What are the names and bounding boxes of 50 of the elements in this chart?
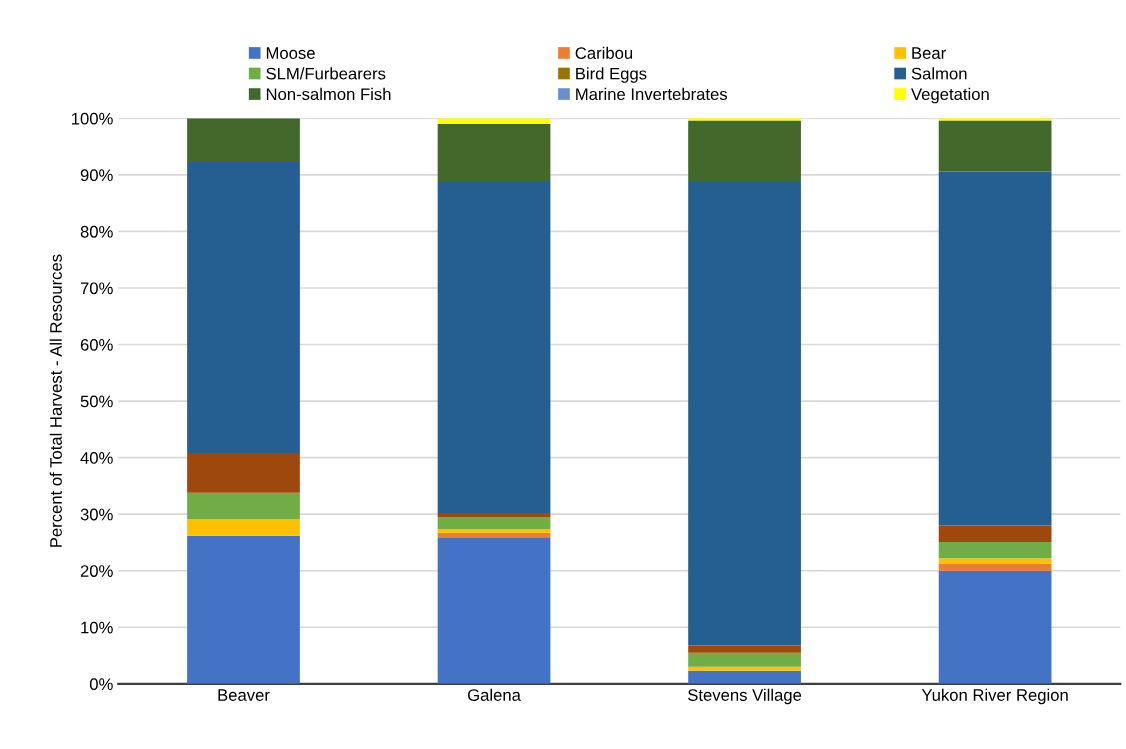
bar xyxy=(688,645,801,653)
bar xyxy=(187,161,300,454)
bar xyxy=(688,670,801,684)
bar xyxy=(187,492,300,520)
y-tick-label: 80% xyxy=(80,225,113,238)
bar xyxy=(938,525,1052,542)
legend-label: Non-salmon Fish xyxy=(266,87,391,101)
y-tick-label: 30% xyxy=(80,508,113,521)
bar xyxy=(938,558,1052,564)
legend-label: Vegetation xyxy=(911,87,989,104)
x-tick-label: Galena xyxy=(468,688,521,701)
legend-label: Moose xyxy=(266,47,315,59)
x-tick-label: Beaver xyxy=(218,689,270,701)
bar xyxy=(938,541,1052,559)
bar xyxy=(688,652,801,667)
bar xyxy=(187,118,300,162)
bar xyxy=(187,519,300,536)
bar xyxy=(688,120,801,182)
x-tick-label: Stevens Village xyxy=(688,688,802,705)
bar xyxy=(938,120,1052,172)
y-tick-label: 0% xyxy=(89,678,113,691)
legend-label: Bear xyxy=(912,47,946,59)
y-tick-label: 70% xyxy=(80,282,113,295)
legend-label: Caribou xyxy=(575,46,633,59)
legend-label: Salmon xyxy=(911,67,967,80)
y-tick-label: 50% xyxy=(80,395,113,408)
bar xyxy=(938,171,1052,526)
x-tick-label: Yukon River Region xyxy=(921,688,1068,705)
bar xyxy=(938,570,1052,684)
bar xyxy=(187,535,300,684)
bar xyxy=(437,517,551,529)
bar xyxy=(688,181,801,646)
y-tick-label: 20% xyxy=(80,565,113,577)
y-tick-label: 100% xyxy=(72,112,113,125)
y-axis-title: Percent of Total Harvest - All Resources xyxy=(49,254,62,547)
bar xyxy=(437,528,551,533)
legend-label: Marine Invertebrates xyxy=(576,87,728,101)
bar xyxy=(437,537,551,684)
legend-label: SLM/Furbearers xyxy=(266,67,386,80)
legend-label: Bird Eggs xyxy=(576,67,647,83)
bar xyxy=(437,124,551,182)
y-tick-label: 60% xyxy=(80,338,113,351)
y-tick-label: 10% xyxy=(81,621,113,634)
bar xyxy=(437,513,551,518)
bar xyxy=(187,453,300,493)
bar xyxy=(688,666,801,671)
bar xyxy=(938,563,1052,571)
y-tick-label: 40% xyxy=(80,452,113,464)
y-tick-label: 90% xyxy=(80,169,113,182)
bar xyxy=(437,181,551,514)
